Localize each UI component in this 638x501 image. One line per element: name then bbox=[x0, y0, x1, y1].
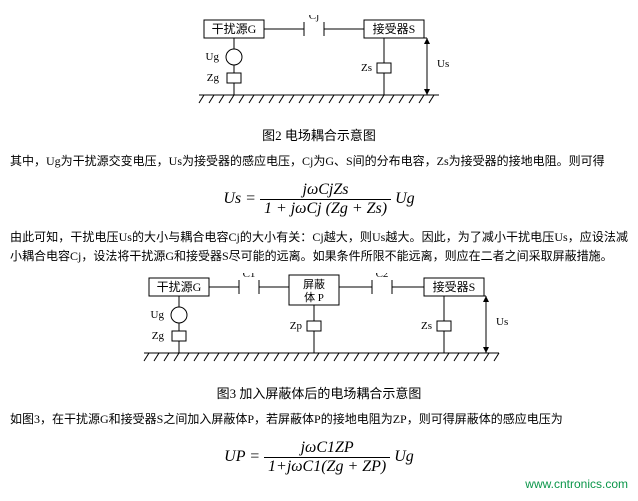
svg-text:接受器S: 接受器S bbox=[433, 279, 476, 294]
svg-text:C1: C1 bbox=[243, 273, 256, 280]
svg-text:干扰源G: 干扰源G bbox=[157, 280, 202, 294]
svg-text:接受器S: 接受器S bbox=[373, 21, 416, 36]
diagram2-container: 干扰源G 接受器S Cj Ug Zg Zs Us bbox=[10, 15, 628, 120]
svg-text:Zs: Zs bbox=[421, 320, 432, 332]
diagram3-container: 干扰源G 屏蔽 体 P 接受器S C1 C2 Ug Zg Zp bbox=[10, 273, 628, 378]
formula2-container: UP = jωC1ZP 1+jωC1(Zg + ZP) Ug bbox=[10, 439, 628, 476]
f1-lhs: Us bbox=[223, 190, 241, 207]
watermark: www.cntronics.com bbox=[525, 477, 628, 491]
f1-den: 1 + jωCj (Zg + Zs) bbox=[260, 200, 391, 218]
svg-text:Zg: Zg bbox=[207, 72, 220, 84]
svg-text:C2: C2 bbox=[376, 273, 389, 280]
svg-text:Zs: Zs bbox=[361, 62, 372, 74]
svg-text:Ug: Ug bbox=[151, 309, 165, 321]
para2: 由此可知，干扰电压Us的大小与耦合电容Cj的大小有关：Cj越大，则Us越大。因此… bbox=[10, 228, 628, 266]
diagram2-svg: 干扰源G 接受器S Cj Ug Zg Zs Us bbox=[179, 15, 459, 115]
para1: 其中，Ug为干扰源交变电压，Us为接受器的感应电压，Cj为G、S间的分布电容，Z… bbox=[10, 152, 628, 171]
svg-text:屏蔽: 屏蔽 bbox=[303, 278, 325, 291]
svg-text:Us: Us bbox=[437, 58, 449, 70]
f1-rhs: Ug bbox=[395, 190, 415, 207]
f2-den: 1+jωC1(Zg + ZP) bbox=[264, 458, 390, 476]
f2-rhs: Ug bbox=[394, 448, 414, 465]
svg-text:Zg: Zg bbox=[152, 330, 165, 342]
diagram3-svg: 干扰源G 屏蔽 体 P 接受器S C1 C2 Ug Zg Zp bbox=[124, 273, 514, 373]
f2-num: jωC1ZP bbox=[264, 439, 390, 458]
svg-text:Cj: Cj bbox=[309, 15, 319, 22]
eq: = bbox=[245, 190, 260, 207]
caption2: 图2 电场耦合示意图 bbox=[10, 125, 628, 144]
f2-lhs: UP bbox=[224, 448, 245, 465]
svg-text:体 P: 体 P bbox=[304, 290, 324, 304]
eq2: = bbox=[249, 448, 264, 465]
caption3: 图3 加入屏蔽体后的电场耦合示意图 bbox=[10, 383, 628, 402]
svg-text:Us: Us bbox=[496, 316, 508, 328]
svg-text:Ug: Ug bbox=[206, 51, 220, 63]
svg-text:干扰源G: 干扰源G bbox=[212, 22, 257, 36]
para3: 如图3，在干扰源G和接受器S之间加入屏蔽体P，若屏蔽体P的接地电阻为ZP，则可得… bbox=[10, 410, 628, 429]
svg-text:Zp: Zp bbox=[290, 320, 303, 332]
f1-num: jωCjZs bbox=[260, 181, 391, 200]
formula1-container: Us = jωCjZs 1 + jωCj (Zg + Zs) Ug bbox=[10, 181, 628, 218]
